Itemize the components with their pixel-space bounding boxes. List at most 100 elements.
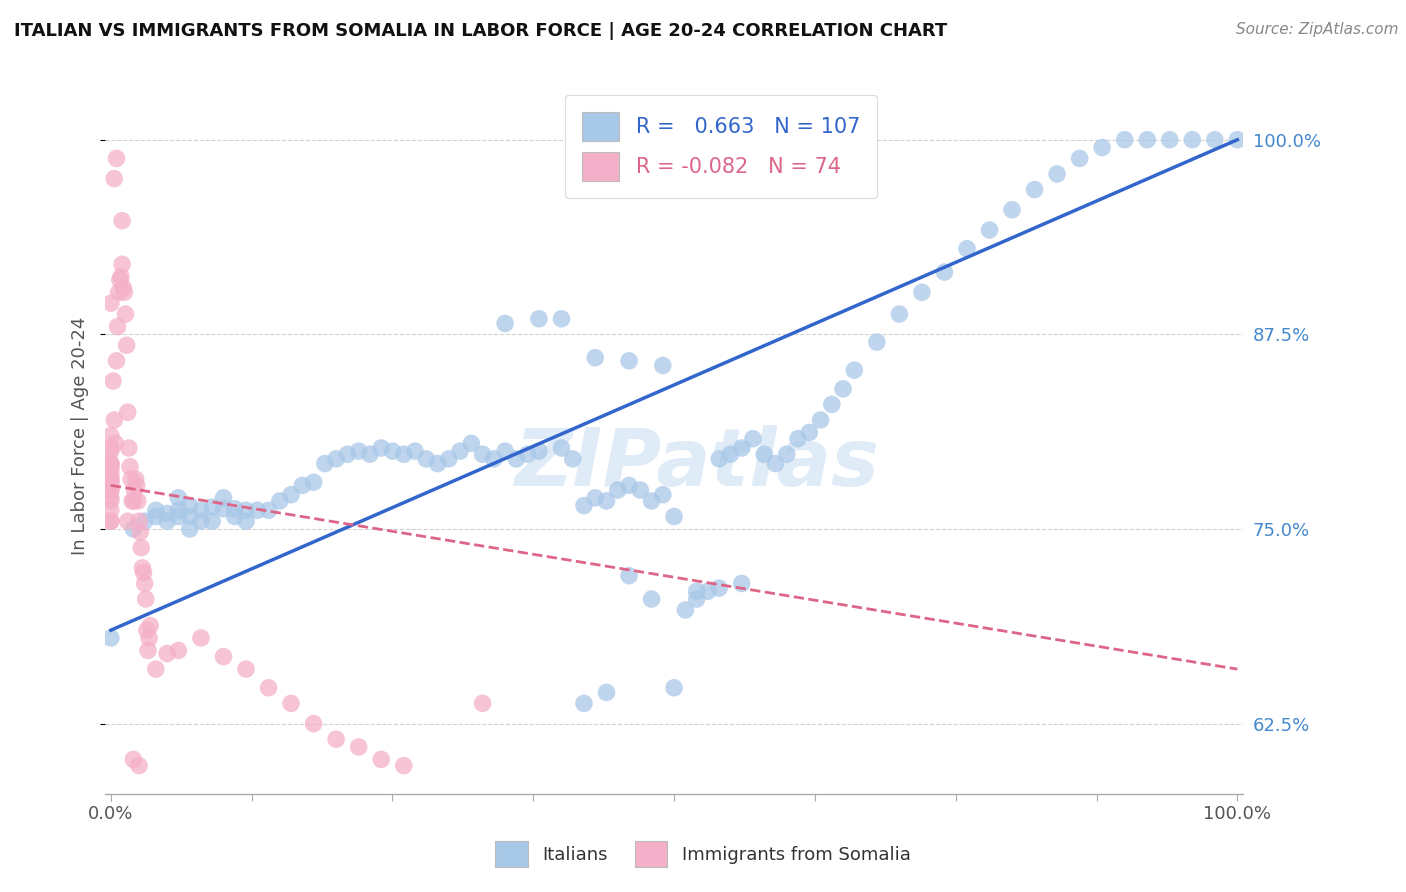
Point [257,503,280,517]
Point [731,576,754,591]
Point [460,436,482,450]
Point [673,603,696,617]
Point [821,397,844,411]
Point [1114,133,1136,147]
Point [122,522,145,536]
Point [167,509,190,524]
Point [100,483,122,497]
Point [280,488,302,502]
Point [1046,167,1069,181]
Point [765,457,787,471]
Text: ZIPatlas: ZIPatlas [515,425,879,503]
Point [595,685,617,699]
Point [911,285,934,300]
Point [449,444,471,458]
Point [118,441,141,455]
Point [302,475,325,490]
Point [110,269,132,284]
Point [235,662,257,676]
Point [179,522,201,536]
Point [100,472,122,486]
Legend: Italians, Immigrants from Somalia: Italians, Immigrants from Somalia [488,834,918,874]
Point [956,242,979,256]
Point [190,631,212,645]
Point [662,509,685,524]
Point [129,525,152,540]
Point [179,499,201,513]
Point [799,425,821,440]
Point [482,451,505,466]
Point [135,592,157,607]
Point [1226,133,1249,147]
Point [595,494,617,508]
Point [117,405,139,419]
Point [628,483,651,497]
Legend: R =   0.663   N = 107, R = -0.082   N = 74: R = 0.663 N = 107, R = -0.082 N = 74 [565,95,877,198]
Text: ITALIAN VS IMMIGRANTS FROM SOMALIA IN LABOR FORCE | AGE 20-24 CORRELATION CHART: ITALIAN VS IMMIGRANTS FROM SOMALIA IN LA… [14,22,948,40]
Point [145,662,167,676]
Point [1159,133,1181,147]
Point [583,491,606,505]
Y-axis label: In Labor Force | Age 20-24: In Labor Force | Age 20-24 [72,317,89,555]
Point [103,413,125,427]
Point [640,494,662,508]
Point [707,451,730,466]
Point [527,311,550,326]
Point [1204,133,1226,147]
Point [100,444,122,458]
Point [583,351,606,365]
Point [128,514,150,528]
Point [212,491,235,505]
Point [134,576,156,591]
Point [1181,133,1204,147]
Point [302,716,325,731]
Point [291,478,314,492]
Point [325,451,347,466]
Point [550,311,572,326]
Point [269,494,291,508]
Point [617,354,640,368]
Point [100,441,122,455]
Point [100,467,122,482]
Point [118,459,141,474]
Point [606,483,628,497]
Point [107,319,129,334]
Point [100,457,122,471]
Point [100,483,122,497]
Point [136,643,159,657]
Point [167,491,190,505]
Point [212,649,235,664]
Point [720,447,742,461]
Point [121,494,143,508]
Point [100,478,122,492]
Point [100,296,122,310]
Point [1069,152,1091,166]
Point [111,213,134,227]
Point [370,752,392,766]
Point [190,503,212,517]
Point [112,285,135,300]
Point [201,500,224,515]
Point [1136,133,1159,147]
Point [572,697,595,711]
Point [138,631,160,645]
Point [100,472,122,486]
Point [100,475,122,490]
Point [561,451,583,466]
Point [134,514,156,528]
Point [505,451,527,466]
Point [212,501,235,516]
Point [156,507,179,521]
Point [347,739,370,754]
Point [731,441,754,455]
Point [1091,140,1114,154]
Point [235,503,257,517]
Point [108,273,131,287]
Point [167,503,190,517]
Point [100,457,122,471]
Point [776,447,799,461]
Point [127,494,149,508]
Point [201,514,224,528]
Point [125,478,148,492]
Point [100,514,122,528]
